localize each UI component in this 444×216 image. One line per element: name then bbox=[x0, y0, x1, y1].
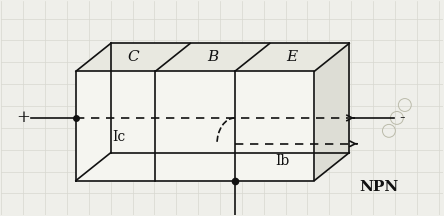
Text: Ic: Ic bbox=[112, 130, 126, 144]
Text: NPN: NPN bbox=[359, 181, 399, 194]
Text: B: B bbox=[207, 50, 218, 64]
Text: C: C bbox=[127, 50, 139, 64]
Text: -: - bbox=[399, 110, 404, 126]
Polygon shape bbox=[314, 43, 349, 181]
Polygon shape bbox=[76, 71, 314, 181]
Text: E: E bbox=[286, 50, 297, 64]
Polygon shape bbox=[76, 43, 349, 71]
Text: +: + bbox=[16, 110, 30, 126]
Text: Ib: Ib bbox=[275, 154, 290, 168]
